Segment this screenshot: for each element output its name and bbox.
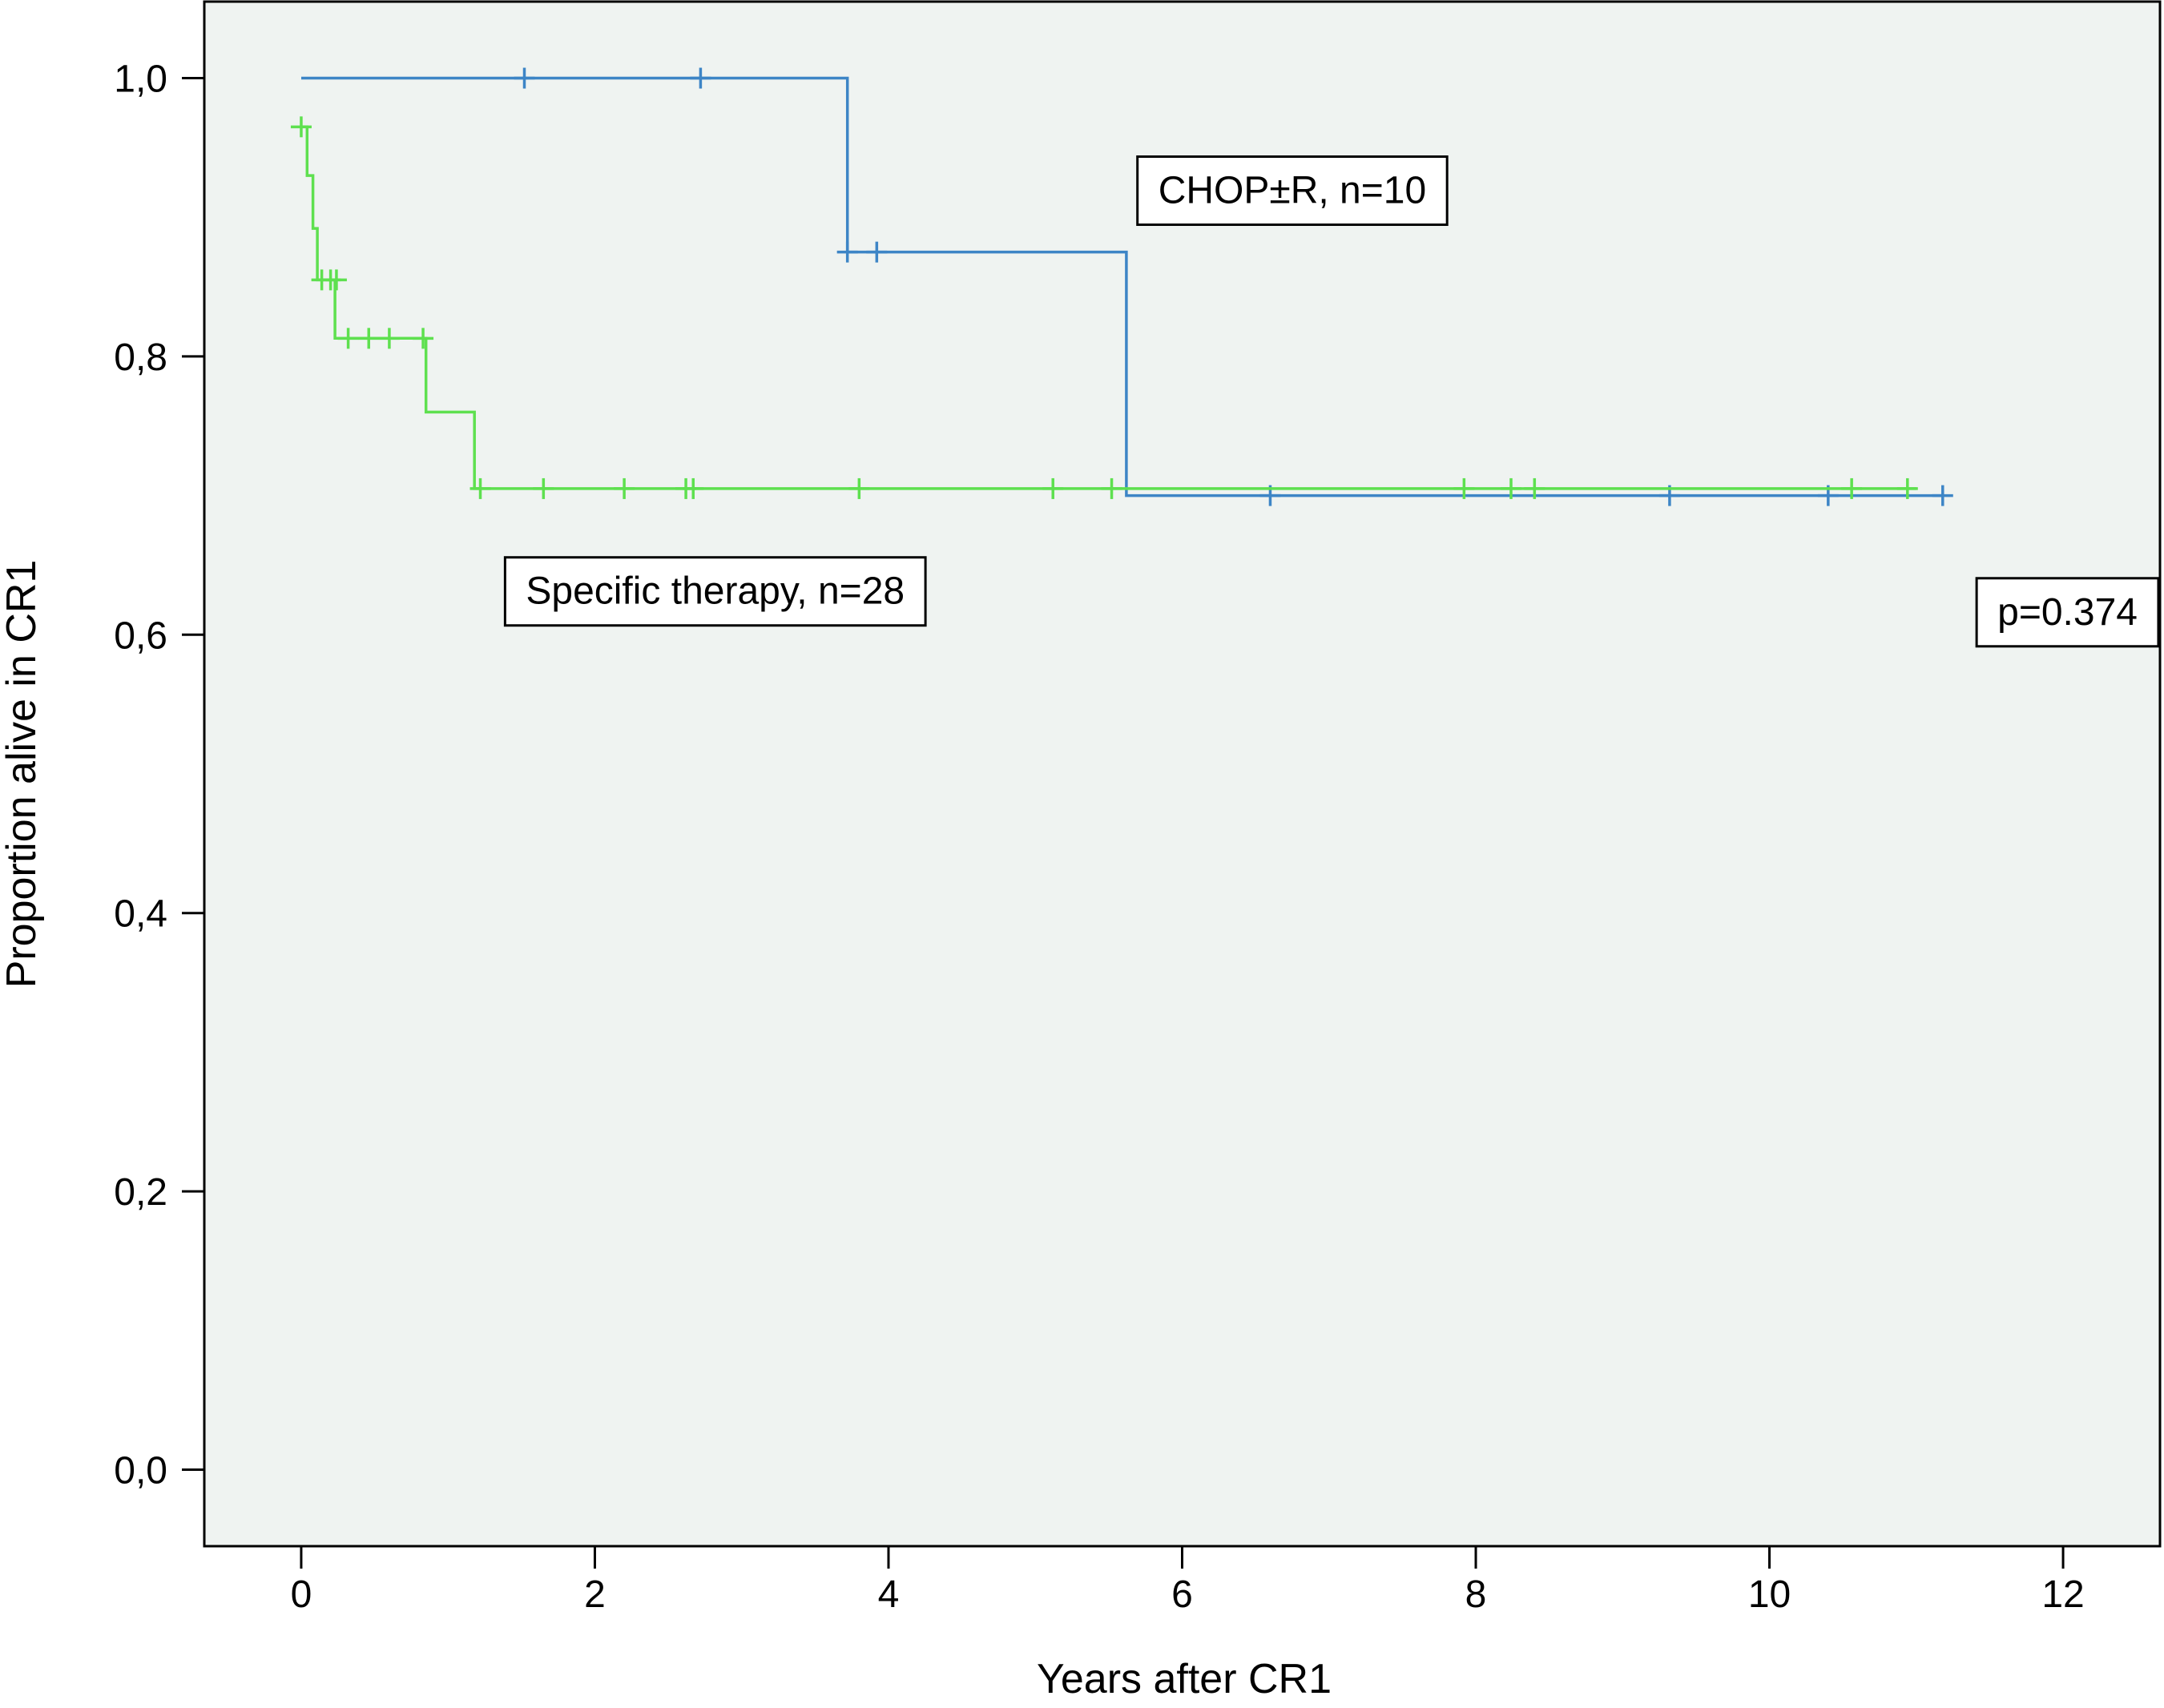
y-tick-label: 1,0 [114, 58, 167, 101]
x-tick-label: 6 [1171, 1573, 1193, 1616]
y-tick-label: 0,4 [114, 893, 167, 936]
annotation-border [503, 556, 927, 627]
x-axis-title: Years after CR1 [1037, 1656, 1332, 1702]
y-tick-label: 0,8 [114, 336, 167, 379]
y-tick-label: 0,2 [114, 1171, 167, 1214]
annotation-box: p=0.374 [1975, 577, 2160, 648]
x-tick-label: 12 [2041, 1573, 2084, 1616]
series-2 [290, 116, 1918, 499]
y-tick-label: 0,6 [114, 614, 167, 657]
annotation-border [1136, 155, 1449, 226]
series-group [290, 67, 1953, 506]
annotation-border [1975, 577, 2160, 648]
annotation-box: CHOP±R, n=10 [1136, 155, 1449, 226]
annotation-box: Specific therapy, n=28 [503, 556, 927, 627]
x-tick-label: 2 [584, 1573, 606, 1616]
x-tick-label: 8 [1465, 1573, 1487, 1616]
x-tick-label: 4 [878, 1573, 900, 1616]
plot-area [203, 0, 2162, 1548]
annotation-text: p=0.374 [1997, 591, 2138, 634]
y-axis-title: Proportion alive in CR1 [0, 560, 45, 989]
annotation-text: CHOP±R, n=10 [1159, 169, 1426, 211]
x-tick-label: 10 [1748, 1573, 1791, 1616]
y-tick-label: 0,0 [114, 1449, 167, 1492]
annotation-text: Specific therapy, n=28 [526, 570, 905, 613]
annotations: CHOP±R, n=10 Specific therapy, n=28 p=0.37… [503, 155, 2160, 648]
axis-ticks: 0 2 4 6 8 10 12 0,0 0,2 0,4 0,6 0,8 1,0 [114, 58, 2084, 1616]
x-tick-label: 0 [291, 1573, 312, 1616]
